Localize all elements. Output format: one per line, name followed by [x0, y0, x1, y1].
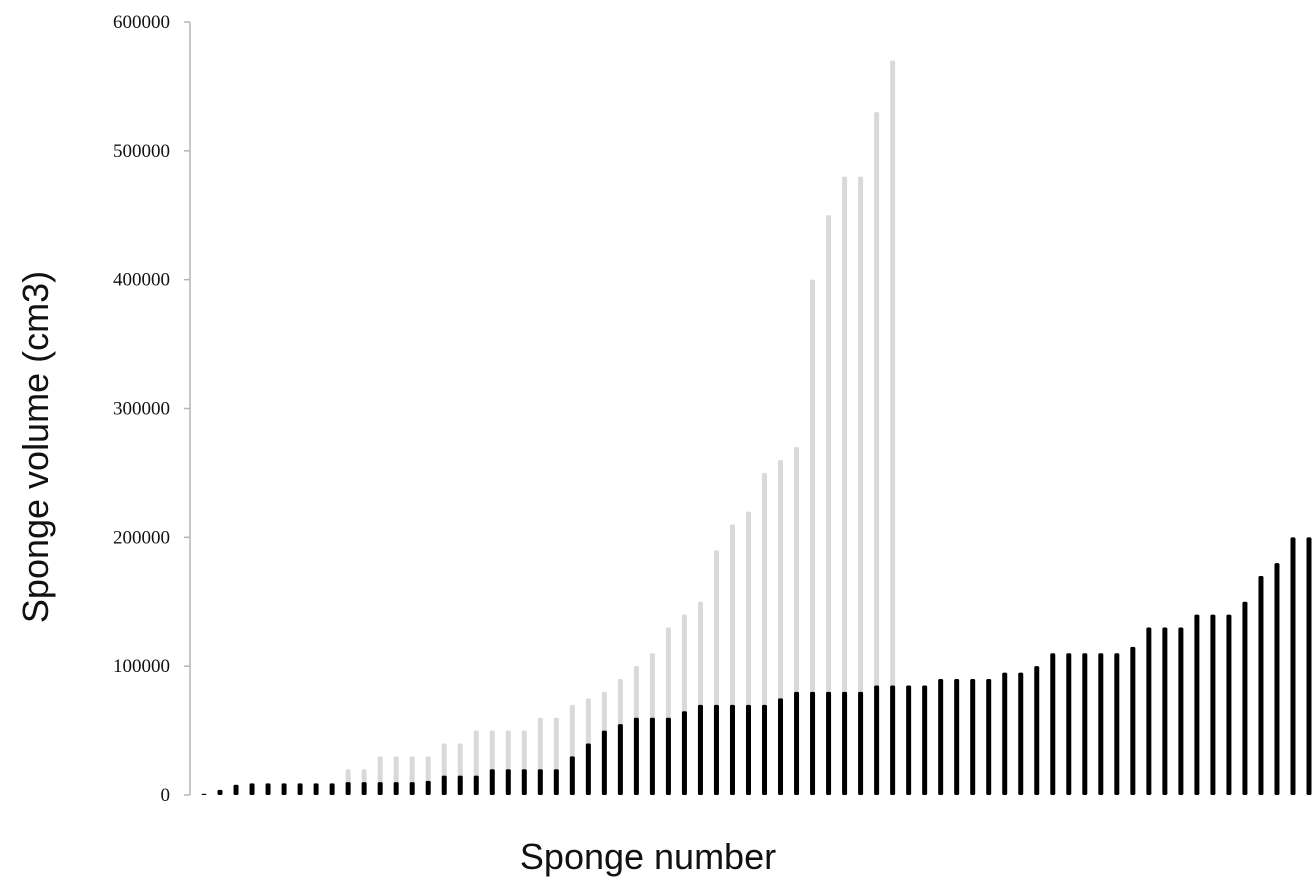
- x-axis-title: Sponge number: [520, 836, 776, 877]
- black-bar: [1082, 653, 1088, 795]
- black-bar: [249, 783, 255, 795]
- black-bar: [1242, 601, 1248, 795]
- y-tick-label: 100000: [113, 656, 170, 677]
- black-bar: [265, 783, 271, 795]
- black-bar: [1162, 627, 1168, 795]
- black-bar: [633, 717, 639, 795]
- black-bar: [473, 775, 479, 795]
- black-bar: [377, 782, 383, 795]
- black-bar: [1306, 537, 1312, 795]
- black-bar: [938, 679, 944, 795]
- black-bar: [1034, 666, 1040, 795]
- black-bar: [1018, 672, 1024, 795]
- gray-bar: [842, 176, 848, 796]
- y-tick-label: 600000: [113, 12, 170, 33]
- black-bar: [890, 685, 896, 795]
- black-bar: [441, 775, 447, 795]
- black-bar: [874, 685, 880, 795]
- black-bar: [505, 769, 511, 795]
- black-bar: [794, 691, 800, 795]
- black-bar: [489, 769, 495, 795]
- black-bar: [1290, 537, 1296, 795]
- black-bar: [409, 782, 415, 795]
- black-bar: [233, 784, 239, 795]
- black-bar: [1226, 614, 1232, 795]
- black-bar: [1098, 653, 1104, 795]
- black-bar: [361, 782, 367, 795]
- black-bar: [601, 730, 607, 795]
- black-bar: [810, 691, 816, 795]
- black-bar: [425, 780, 431, 795]
- black-bar: [553, 769, 559, 795]
- y-tick-label: 300000: [113, 399, 170, 420]
- black-bar: [778, 698, 784, 796]
- black-bar: [1194, 614, 1200, 795]
- black-bar: [745, 704, 751, 795]
- black-bar: [281, 783, 287, 795]
- gray-bar: [874, 112, 880, 796]
- black-bar: [217, 789, 223, 795]
- black-bar: [345, 782, 351, 795]
- black-bar: [201, 793, 207, 795]
- black-bar: [1258, 575, 1264, 795]
- y-axis-title: Sponge volume (cm3): [15, 271, 56, 623]
- black-bar: [986, 679, 992, 795]
- y-tick-label: 500000: [113, 141, 170, 162]
- y-tick-label: 0: [161, 785, 171, 806]
- black-bar: [617, 724, 623, 795]
- black-bar: [729, 704, 735, 795]
- black-bar: [1114, 653, 1120, 795]
- black-bar: [842, 691, 848, 795]
- gray-bar: [858, 176, 864, 796]
- black-bar: [1146, 627, 1152, 795]
- black-bar: [457, 775, 463, 795]
- black-bar: [762, 704, 768, 795]
- black-bar: [1210, 614, 1216, 795]
- black-bar: [521, 769, 527, 795]
- black-bar: [826, 691, 832, 795]
- black-bar: [970, 679, 976, 795]
- series-black-bars: [201, 537, 1312, 796]
- black-bar: [313, 783, 319, 795]
- y-tick-labels: 0 100000 200000 300000 400000 500000 600000: [113, 12, 190, 806]
- black-bar: [1178, 627, 1184, 795]
- black-bar: [569, 756, 575, 795]
- black-bar: [697, 704, 703, 795]
- black-bar: [393, 782, 399, 795]
- y-tick-label: 200000: [113, 527, 170, 548]
- black-bar: [922, 685, 928, 795]
- gray-bar: [890, 60, 896, 795]
- black-bar: [1130, 646, 1136, 795]
- black-bar: [1274, 563, 1280, 795]
- black-bar: [1050, 653, 1056, 795]
- black-bar: [906, 685, 912, 795]
- gray-bar: [810, 279, 816, 795]
- black-bar: [297, 783, 303, 795]
- black-bar: [1002, 672, 1008, 795]
- black-bar: [649, 717, 655, 795]
- black-bar: [713, 704, 719, 795]
- black-bar: [665, 717, 671, 795]
- black-bar: [681, 711, 687, 795]
- black-bar: [585, 743, 591, 795]
- gray-bar: [826, 215, 832, 795]
- black-bar: [1066, 653, 1072, 795]
- black-bar: [537, 769, 543, 795]
- series-gray-bars: [345, 60, 896, 796]
- black-bar: [329, 783, 335, 795]
- y-tick-label: 400000: [113, 270, 170, 291]
- black-bar: [954, 679, 960, 795]
- black-bar: [858, 691, 864, 795]
